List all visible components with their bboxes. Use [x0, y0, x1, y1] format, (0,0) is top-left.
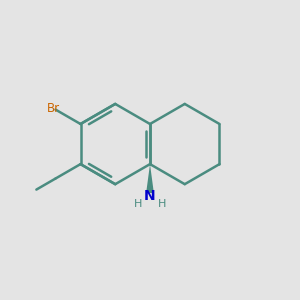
Text: N: N [144, 188, 156, 203]
Text: H: H [134, 199, 142, 208]
Text: Br: Br [46, 102, 60, 115]
Text: H: H [158, 199, 166, 208]
Polygon shape [146, 164, 154, 193]
